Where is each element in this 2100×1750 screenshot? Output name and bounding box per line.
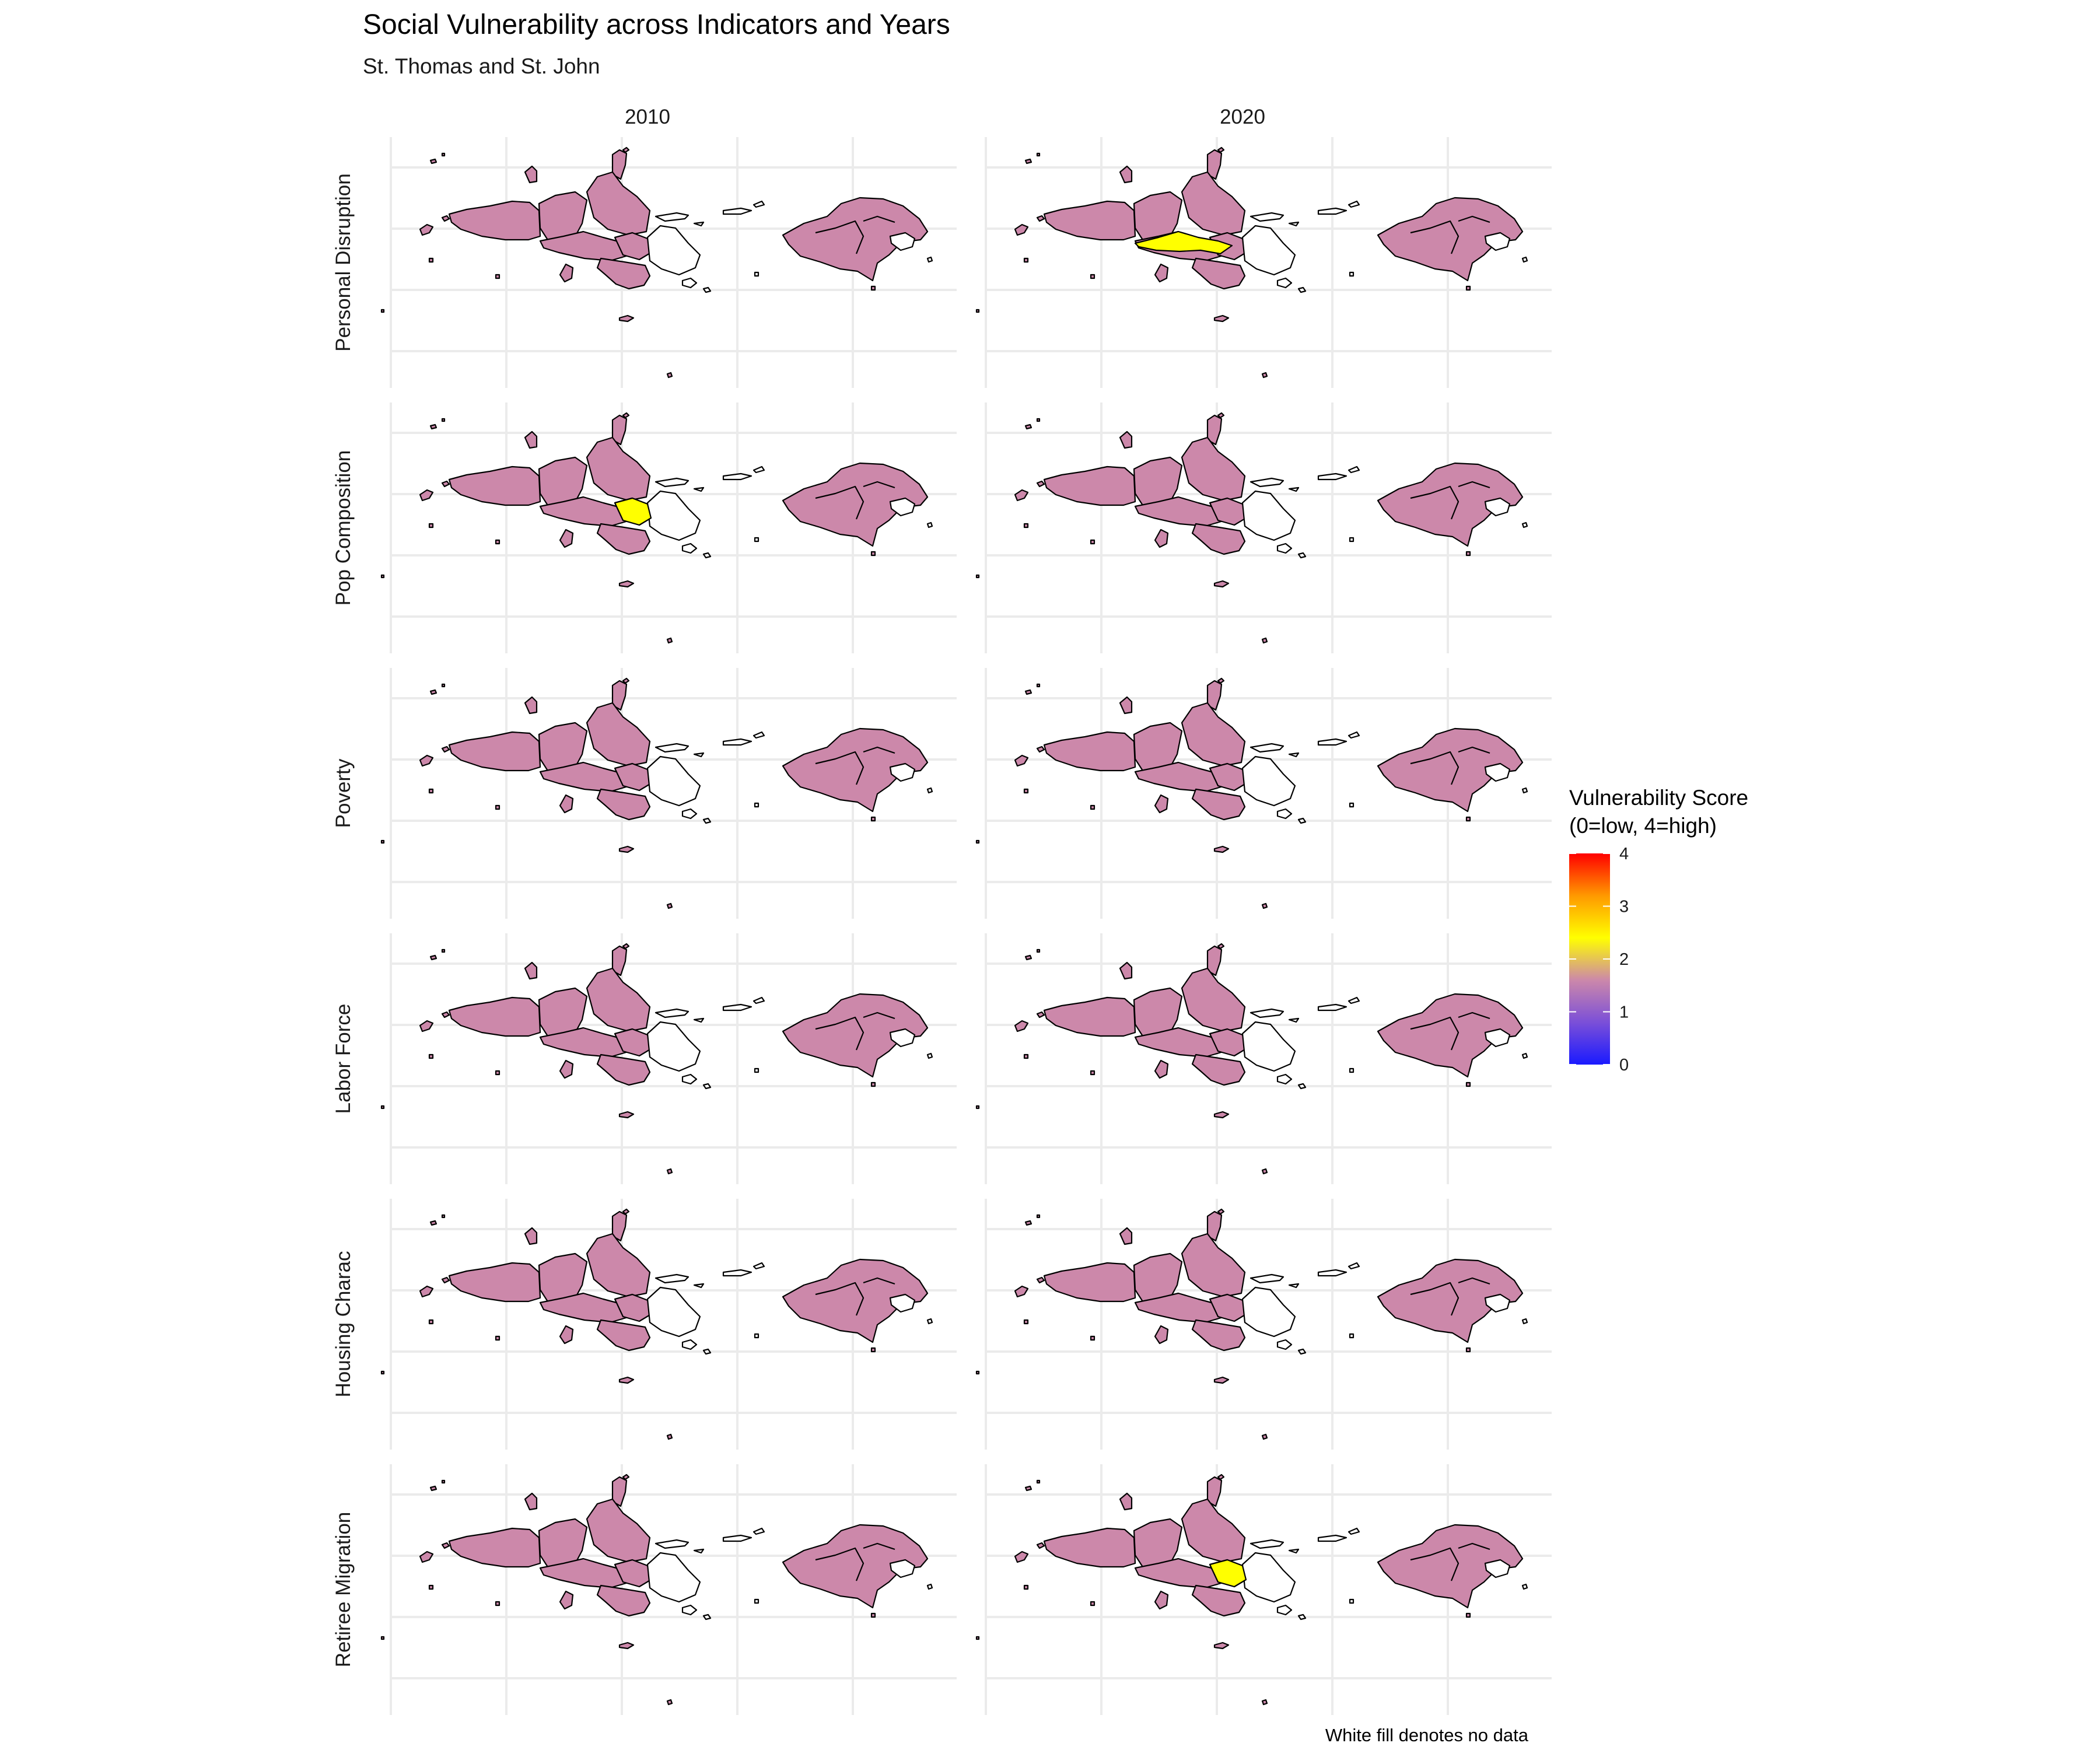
legend-tick-label: 4 [1619,845,1629,863]
facet-panels [380,137,1552,1715]
indicator-label-retiree-migration: Retiree Migration [332,1512,355,1668]
map-tracts [380,943,933,1175]
panel-pop-composition-2010 [380,402,957,653]
indicator-label-personal-disruption: Personal Disruption [332,173,355,351]
indicator-label-housing-charac: Housing Charac [332,1251,355,1398]
map-tracts [975,412,1528,644]
legend-tick-label: 3 [1619,898,1629,916]
indicator-label-labor-force: Labor Force [332,1004,355,1114]
panel-personal-disruption-2020 [975,137,1552,388]
map-tracts [380,1208,933,1440]
panel-personal-disruption-2010 [380,137,957,388]
panel-pop-composition-2020 [975,402,1552,653]
map-tracts [975,146,1528,379]
panel-labor-force-2020 [975,933,1552,1184]
year-label-2010: 2010 [625,106,670,128]
figure-subtitle: St. Thomas and St. John [363,54,600,78]
legend-tick-label: 2 [1619,950,1629,969]
year-label-2020: 2020 [1220,106,1265,128]
figure-title: Social Vulnerability across Indicators a… [363,9,950,40]
panel-retiree-migration-2020 [975,1464,1552,1715]
map-tracts [380,412,933,644]
legend-ticks: 0 1 2 3 4 [1569,845,1629,1074]
panel-poverty-2010 [380,668,957,919]
panel-poverty-2020 [975,668,1552,919]
panel-housing-charac-2010 [380,1199,957,1450]
indicator-label-poverty: Poverty [332,758,355,828]
panel-housing-charac-2020 [975,1199,1552,1450]
map-tracts [975,677,1528,909]
map-tracts [975,943,1528,1175]
indicator-labels: Personal Disruption Pop Composition Pove… [332,173,355,1667]
legend-title-line2: (0=low, 4=high) [1569,814,1717,838]
legend-title-line1: Vulnerability Score [1569,786,1748,810]
map-tracts [975,1208,1528,1440]
legend: Vulnerability Score (0=low, 4=high) 0 1 2 3… [1569,786,1748,1074]
legend-tick-label: 1 [1619,1003,1629,1022]
panel-labor-force-2010 [380,933,957,1184]
map-tracts [380,1474,933,1706]
map-tracts [380,146,933,379]
map-tracts [380,677,933,909]
map-tracts [975,1474,1528,1706]
legend-tick-label: 0 [1619,1056,1629,1074]
panel-retiree-migration-2010 [380,1464,957,1715]
indicator-label-pop-composition: Pop Composition [332,450,355,606]
figure-caption: White fill denotes no data [1325,1725,1529,1745]
